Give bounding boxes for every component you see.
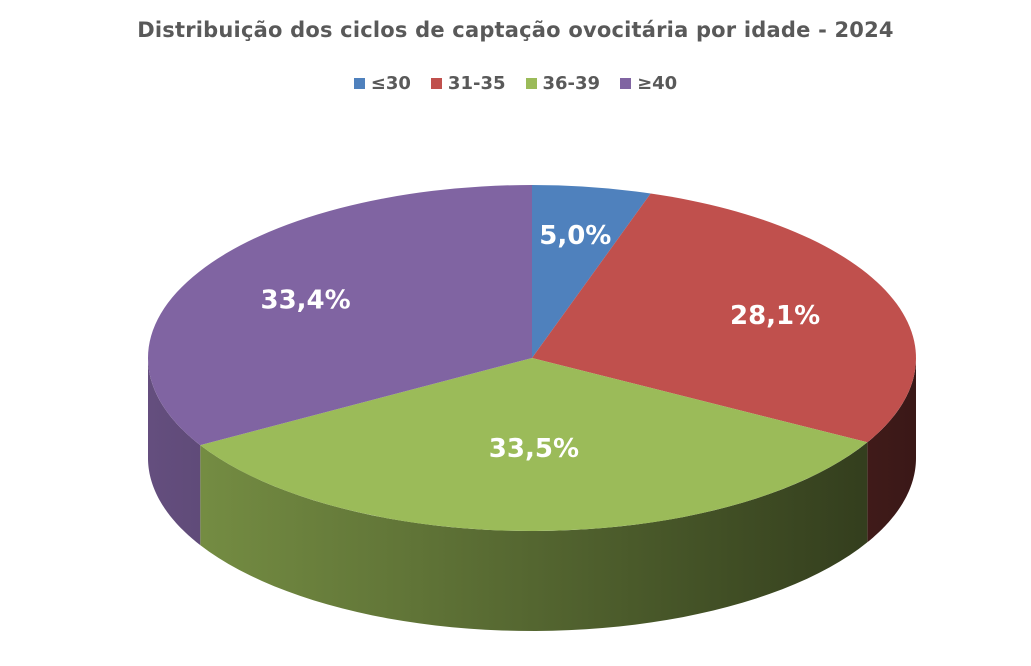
data-label: 28,1% — [730, 301, 820, 331]
pie-slice — [532, 193, 916, 443]
pie-slice — [147, 185, 532, 446]
data-label: 33,4% — [260, 285, 350, 315]
pie-slice — [200, 358, 868, 531]
pie-labels: 5,0% 28,1% 33,5% 33,4% — [260, 221, 820, 464]
data-label: 33,5% — [489, 434, 579, 464]
pie-slice-side — [867, 358, 916, 543]
legend-label: 36-39 — [542, 73, 601, 94]
legend-label: ≤30 — [370, 73, 411, 94]
legend-item: ≤30 — [353, 73, 411, 94]
legend-item: 31-35 — [430, 73, 506, 94]
legend-swatch — [430, 78, 442, 89]
pie-slice — [532, 185, 651, 358]
legend-label: ≥40 — [637, 73, 678, 94]
legend-label: 31-35 — [447, 73, 506, 94]
legend-swatch — [620, 78, 632, 89]
legend: ≤30 31-35 36-39 ≥40 — [0, 73, 1031, 94]
legend-swatch — [353, 78, 365, 89]
chart-title: Distribuição dos ciclos de captação ovoc… — [137, 18, 894, 42]
pie-slice-side — [148, 358, 201, 546]
legend-swatch — [525, 78, 537, 89]
legend-item: 36-39 — [525, 73, 601, 94]
pie-tops — [147, 185, 916, 531]
legend-item: ≥40 — [620, 73, 677, 94]
pie-sides — [148, 358, 916, 631]
data-label: 5,0% — [539, 221, 611, 251]
pie-slice-side — [200, 442, 868, 631]
